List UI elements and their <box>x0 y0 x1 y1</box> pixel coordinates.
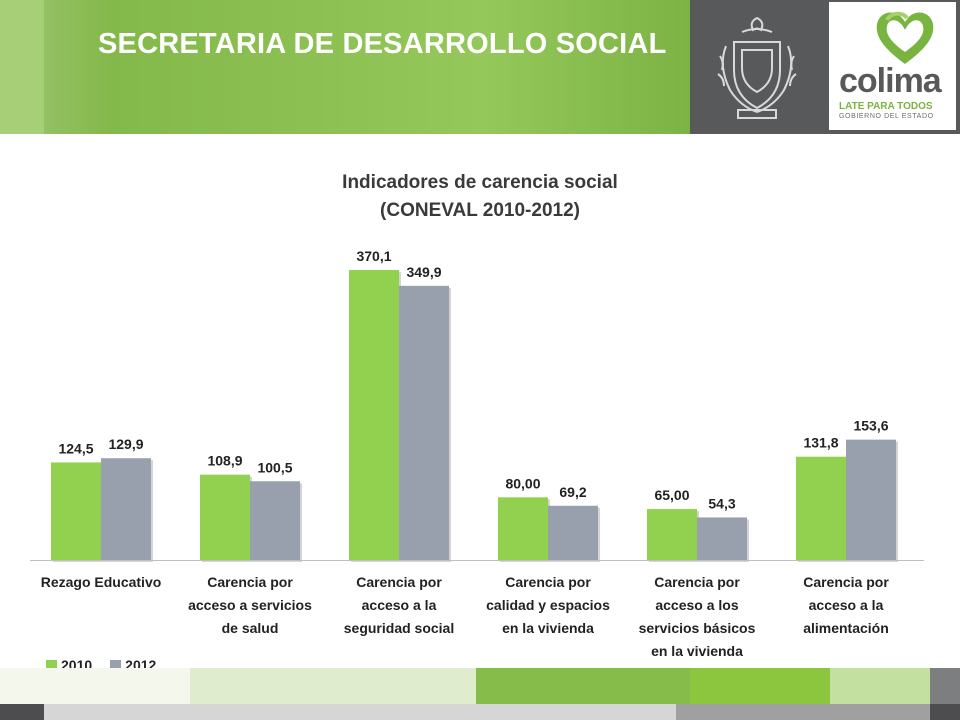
legend-swatch-2012 <box>110 659 122 671</box>
category-label-5: Carencia por <box>803 574 889 590</box>
bar-2010-4 <box>647 509 697 560</box>
bar-2012-4 <box>697 517 747 560</box>
bar-2012-2 <box>399 285 449 560</box>
category-label-4: en la vivienda <box>651 643 743 659</box>
category-label-2: seguridad social <box>344 620 454 636</box>
legend-swatch-2010 <box>46 659 57 671</box>
category-label-4: servicios básicos <box>639 620 756 636</box>
data-label-2010-1: 108,9 <box>207 453 242 469</box>
data-label-2010-0: 124,5 <box>58 440 93 456</box>
category-label-1: de salud <box>222 620 279 636</box>
data-label-2012-3: 69,2 <box>559 484 586 500</box>
bar-2012-5 <box>846 439 896 560</box>
data-label-2010-4: 65,00 <box>654 487 689 503</box>
category-label-3: calidad y espacios <box>486 597 610 613</box>
page-title: SECRETARIA DE DESARROLLO SOCIAL <box>98 28 667 60</box>
category-label-1: Carencia por <box>207 574 293 590</box>
category-label-4: Carencia por <box>654 574 740 590</box>
colima-logo: colima LATE PARA TODOS GOBIERNO DEL ESTA… <box>829 2 956 130</box>
category-label-5: alimentación <box>803 620 889 636</box>
category-label-2: Carencia por <box>356 574 442 590</box>
bar-2012-0 <box>101 458 151 560</box>
coat-of-arms-icon <box>717 16 797 119</box>
logo-wordmark: colima <box>839 62 942 100</box>
category-label-3: Carencia por <box>505 574 591 590</box>
category-label-1: acceso a servicios <box>188 597 312 613</box>
bar-2012-1 <box>250 481 300 560</box>
footer-stripes <box>0 668 960 720</box>
data-label-2012-0: 129,9 <box>108 436 143 452</box>
category-label-0: Rezago Educativo <box>41 574 162 590</box>
data-label-2012-4: 54,3 <box>708 495 735 511</box>
header-banner: SECRETARIA DE DESARROLLO SOCIAL colima L… <box>0 0 960 134</box>
bar-2010-5 <box>796 456 846 560</box>
data-label-2012-5: 153,6 <box>853 418 888 434</box>
chart-title: Indicadores de carencia social <box>342 172 618 193</box>
data-label-2010-3: 80,00 <box>505 475 540 491</box>
bar-2010-1 <box>200 474 250 560</box>
data-label-2012-2: 349,9 <box>406 264 441 280</box>
logo-subtitle: GOBIERNO DEL ESTADO <box>839 113 934 120</box>
header-light-strip <box>0 0 44 134</box>
bar-2010-3 <box>498 497 548 560</box>
data-label-2010-2: 370,1 <box>356 248 391 264</box>
bar-2010-2 <box>349 270 399 560</box>
bar-2010-0 <box>51 462 101 560</box>
category-label-5: acceso a la <box>809 597 884 613</box>
footer-band <box>0 668 960 720</box>
category-label-3: en la vivienda <box>502 620 594 636</box>
data-label-2010-5: 131,8 <box>803 435 838 451</box>
category-label-2: acceso a la <box>362 597 437 613</box>
bar-2012-3 <box>548 505 598 560</box>
header-green-band <box>0 0 690 134</box>
chart-subtitle: (CONEVAL 2010-2012) <box>380 200 580 221</box>
data-label-2012-1: 100,5 <box>257 459 292 475</box>
category-label-4: acceso a los <box>655 597 738 613</box>
heart-logo-icon <box>876 11 934 64</box>
logo-tagline: LATE PARA TODOS <box>839 101 933 112</box>
